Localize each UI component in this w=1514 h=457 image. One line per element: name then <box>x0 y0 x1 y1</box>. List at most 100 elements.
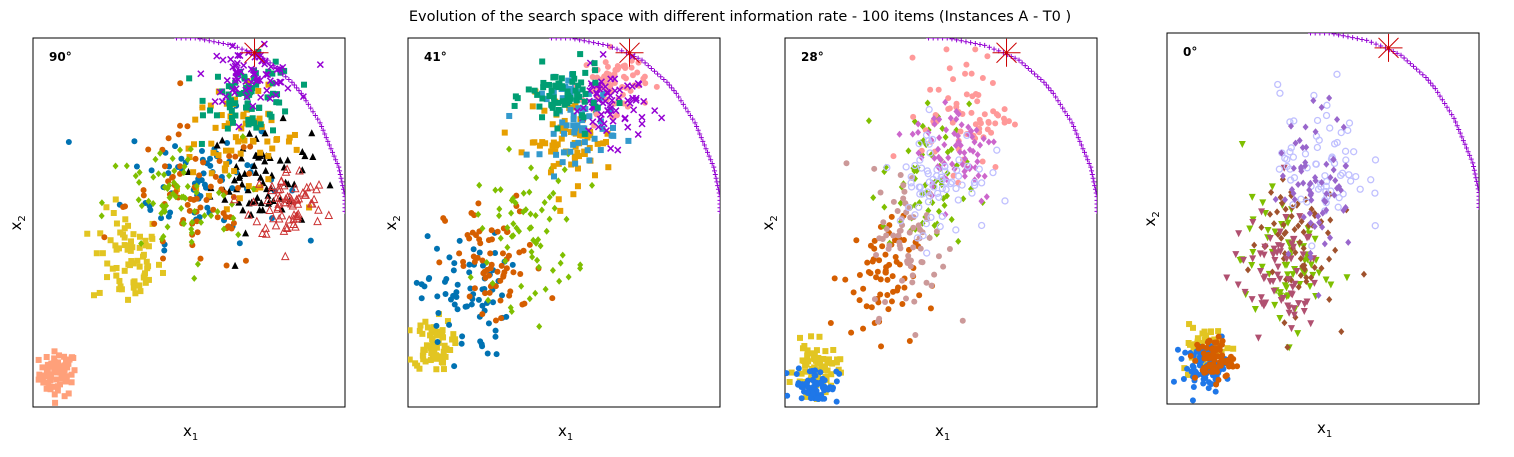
pareto-point <box>1439 97 1445 103</box>
data-point <box>812 372 819 379</box>
pareto-point <box>301 94 307 100</box>
data-point <box>909 279 916 286</box>
data-point <box>607 144 615 152</box>
data-point <box>136 178 143 186</box>
data-point <box>1289 283 1297 291</box>
data-point <box>1345 171 1353 179</box>
data-point <box>579 125 586 132</box>
data-point <box>261 157 269 165</box>
data-point <box>412 360 419 367</box>
data-point <box>121 234 128 241</box>
data-point <box>124 246 131 253</box>
pareto-point <box>317 120 323 126</box>
data-point <box>143 258 150 265</box>
data-point <box>301 81 308 88</box>
data-points <box>1170 33 1479 404</box>
data-point <box>929 175 937 183</box>
data-point <box>822 348 829 355</box>
data-point <box>658 114 666 122</box>
data-point <box>957 128 964 135</box>
pareto-point <box>319 124 325 130</box>
data-point <box>1307 320 1315 328</box>
data-point <box>583 62 590 69</box>
data-point <box>229 119 236 126</box>
data-point <box>1301 150 1310 158</box>
data-point <box>1323 206 1330 214</box>
pareto-point <box>1414 66 1420 72</box>
data-point <box>977 179 986 187</box>
data-point <box>925 105 933 114</box>
data-point <box>916 183 925 191</box>
data-point <box>1290 164 1297 172</box>
data-point <box>909 130 916 138</box>
data-point <box>198 218 205 226</box>
data-point <box>563 98 570 105</box>
data-point <box>873 251 880 258</box>
data-point <box>159 202 166 210</box>
data-points <box>785 38 1097 405</box>
pareto-point <box>322 131 328 137</box>
data-point <box>486 289 493 296</box>
data-point <box>536 151 543 158</box>
pareto-point <box>1035 74 1041 80</box>
data-point <box>451 260 458 267</box>
data-point <box>604 107 612 115</box>
data-point <box>1318 103 1325 111</box>
data-point <box>226 104 233 111</box>
pareto-point <box>1404 58 1410 64</box>
data-point <box>241 169 249 177</box>
data-point <box>516 249 523 256</box>
data-point <box>266 77 274 85</box>
pareto-point <box>600 41 606 47</box>
pareto-point <box>1345 34 1351 40</box>
data-point <box>574 122 581 129</box>
data-point <box>526 241 533 248</box>
data-point <box>642 80 649 87</box>
data-point <box>1187 352 1194 359</box>
pareto-point <box>678 98 684 104</box>
data-point <box>236 240 243 247</box>
data-point <box>540 84 547 91</box>
data-point <box>632 94 640 102</box>
data-point <box>837 356 844 363</box>
data-point <box>93 250 100 257</box>
data-point <box>508 209 515 217</box>
pareto-point <box>336 164 342 170</box>
data-point <box>240 111 247 118</box>
data-point <box>433 332 440 339</box>
pareto-point <box>1326 33 1332 36</box>
data-point <box>1302 123 1309 131</box>
data-point <box>249 197 258 206</box>
data-point <box>454 306 461 313</box>
data-point <box>1306 186 1313 194</box>
pareto-point <box>949 38 955 42</box>
data-point <box>518 282 525 290</box>
pareto-point <box>1474 178 1479 184</box>
data-point <box>225 120 232 127</box>
data-point <box>573 97 580 104</box>
data-point <box>1185 340 1192 347</box>
data-point <box>440 334 447 341</box>
data-point <box>198 147 205 154</box>
data-point <box>984 53 991 60</box>
data-point <box>546 93 553 100</box>
data-point <box>452 340 459 347</box>
data-point <box>38 372 45 379</box>
data-point <box>1343 274 1351 282</box>
data-point <box>228 147 235 154</box>
pareto-point <box>692 120 698 126</box>
data-point <box>424 233 431 240</box>
data-point <box>471 212 478 219</box>
data-point <box>263 71 272 79</box>
data-point <box>968 109 975 116</box>
pareto-point <box>1317 33 1323 36</box>
data-point <box>262 166 270 174</box>
data-point <box>619 91 626 98</box>
data-point <box>1323 190 1330 198</box>
data-point <box>197 70 205 78</box>
data-point <box>264 138 271 145</box>
data-point <box>608 96 616 104</box>
pareto-point <box>296 88 302 94</box>
data-point <box>924 137 932 145</box>
data-point <box>535 236 542 244</box>
